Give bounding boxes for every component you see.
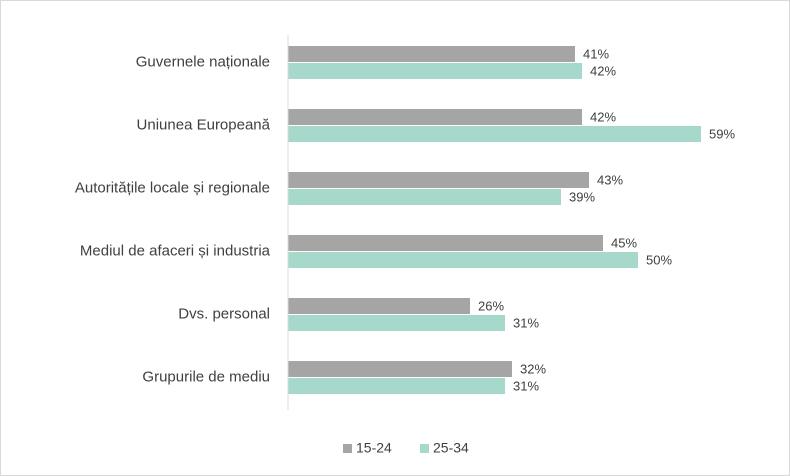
bar — [288, 298, 470, 314]
legend-swatch — [420, 444, 429, 453]
value-label: 31% — [513, 315, 539, 330]
legend-label: 25-34 — [433, 440, 469, 456]
category-label: Guvernele naționale — [136, 53, 270, 70]
bar — [288, 252, 638, 268]
value-label: 43% — [597, 172, 623, 187]
category-label: Grupurile de mediu — [142, 368, 270, 385]
category-label: Mediul de afaceri și industria — [80, 242, 271, 259]
value-label: 50% — [646, 252, 672, 267]
bar — [288, 172, 589, 188]
value-label: 26% — [478, 298, 504, 313]
bar — [288, 126, 701, 142]
bar — [288, 63, 582, 79]
category-label: Dvs. personal — [178, 305, 270, 322]
bar — [288, 46, 575, 62]
value-label: 41% — [583, 46, 609, 61]
bar — [288, 235, 603, 251]
legend-swatch — [343, 444, 352, 453]
value-label: 32% — [520, 361, 546, 376]
category-label: Autoritățile locale și regionale — [75, 179, 270, 196]
value-label: 42% — [590, 63, 616, 78]
value-label: 39% — [569, 189, 595, 204]
bar — [288, 315, 505, 331]
value-label: 59% — [709, 126, 735, 141]
bar — [288, 189, 561, 205]
value-label: 31% — [513, 378, 539, 393]
bar — [288, 109, 582, 125]
legend-label: 15-24 — [356, 440, 392, 456]
category-label: Uniunea Europeană — [137, 116, 271, 133]
bar — [288, 378, 505, 394]
value-label: 42% — [590, 109, 616, 124]
value-label: 45% — [611, 235, 637, 250]
bar — [288, 361, 512, 377]
